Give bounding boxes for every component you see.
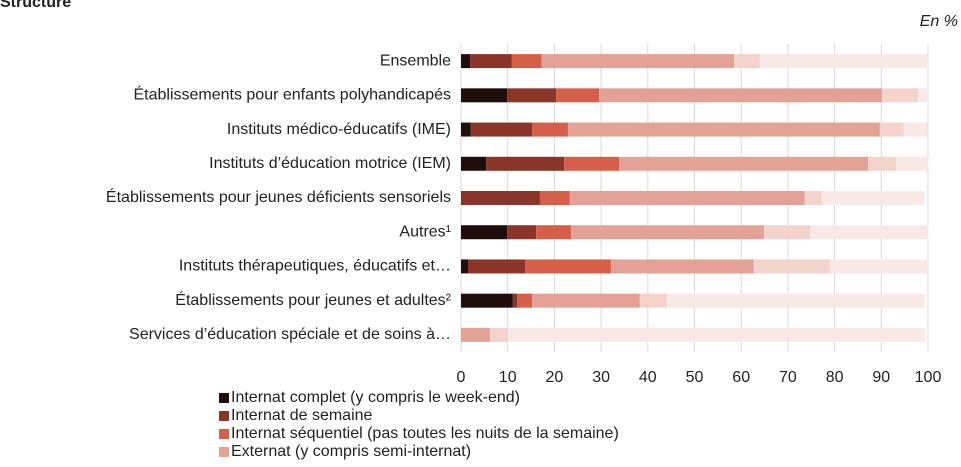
x-tick-label: 90: [872, 369, 890, 386]
bar-segment: [461, 122, 471, 137]
bar-segment: [536, 225, 572, 240]
bar-segment: [486, 156, 565, 171]
bar-segment: [639, 293, 667, 308]
bar-segment: [470, 122, 532, 137]
bar-segment: [461, 156, 487, 171]
legend-label: Internat de semaine: [231, 407, 373, 424]
bar-segment: [567, 122, 880, 137]
bar-segment: [868, 156, 897, 171]
bar-segment: [564, 156, 620, 171]
bar-segment: [531, 122, 568, 137]
y-tick-label: Instituts thérapeutiques, éducatifs et…: [179, 258, 451, 275]
bar-segment: [461, 191, 540, 205]
bar-segment: [571, 225, 765, 240]
bar-segment: [918, 88, 928, 103]
bar-segment: [764, 225, 811, 240]
legend-label: Internat complet (y compris le week-end): [231, 389, 520, 406]
bar-segment: [507, 225, 537, 240]
bar-segment: [508, 327, 926, 342]
bar-segment: [511, 54, 542, 69]
bar-segment: [539, 191, 570, 205]
legend-swatch: [219, 429, 229, 439]
bar-segment: [734, 54, 760, 69]
legend-swatch: [219, 447, 229, 457]
bar-segment: [753, 259, 830, 274]
y-tick-label: Instituts d’éducation motrice (IEM): [209, 155, 451, 172]
bar-segment: [461, 293, 513, 308]
bar-segment: [882, 88, 919, 103]
unit-label: En %: [920, 13, 958, 30]
bar-segment: [556, 88, 600, 103]
x-tick-label: 50: [686, 369, 704, 386]
legend-label: Internat séquentiel (pas toutes les nuit…: [231, 425, 619, 442]
chart-title: Structure: [0, 0, 71, 11]
bar-segment: [821, 191, 925, 205]
bar-segment: [531, 293, 640, 308]
bar-segment: [461, 327, 490, 342]
legend-swatch: [219, 411, 229, 421]
x-tick-label: 40: [639, 369, 657, 386]
bar-segment: [512, 293, 518, 308]
x-tick-label: 0: [457, 369, 466, 386]
legend-swatch: [219, 393, 229, 403]
bar-segment: [804, 191, 822, 205]
x-tick-label: 30: [592, 369, 610, 386]
x-tick-label: 80: [826, 369, 844, 386]
bar-segment: [541, 54, 735, 69]
y-tick-label: Établissements pour jeunes déficients se…: [106, 187, 451, 206]
y-tick-label: Instituts médico-éducatifs (IME): [227, 121, 451, 138]
bar-segment: [896, 156, 929, 171]
bar-segment: [599, 88, 883, 103]
bar-segment: [461, 54, 471, 69]
bar-segment: [489, 327, 509, 342]
x-tick-label: 20: [546, 369, 564, 386]
bar-segment: [619, 156, 869, 171]
y-tick-label: Établissements pour jeunes et adultes²: [175, 290, 451, 309]
y-tick-label: Services d’éducation spéciale et de soin…: [129, 326, 451, 343]
legend-label: Externat (y compris semi-internat): [231, 443, 471, 460]
bar-segment: [461, 225, 508, 240]
bar-segment: [666, 293, 925, 308]
bar-segment: [524, 259, 611, 274]
bar-segment: [461, 88, 508, 103]
bar-segment: [569, 191, 805, 205]
x-tick-label: 100: [915, 369, 942, 386]
bar-segment: [507, 88, 557, 103]
y-tick-label: Ensemble: [380, 52, 451, 69]
bar-segment: [759, 54, 928, 69]
bar-segment: [468, 259, 525, 274]
bar-segment: [610, 259, 754, 274]
bar-segment: [517, 293, 532, 308]
bar-segment: [810, 225, 929, 240]
x-tick-label: 70: [779, 369, 797, 386]
y-tick-label: Autres¹: [399, 223, 451, 240]
bar-segment: [470, 54, 512, 69]
bar-segment: [461, 259, 469, 274]
x-tick-label: 60: [732, 369, 750, 386]
bar-segment: [879, 122, 904, 137]
y-tick-label: Établissements pour enfants polyhandicap…: [133, 85, 451, 104]
bar-segment: [829, 259, 928, 274]
x-tick-label: 10: [499, 369, 517, 386]
bar-segment: [903, 122, 928, 137]
